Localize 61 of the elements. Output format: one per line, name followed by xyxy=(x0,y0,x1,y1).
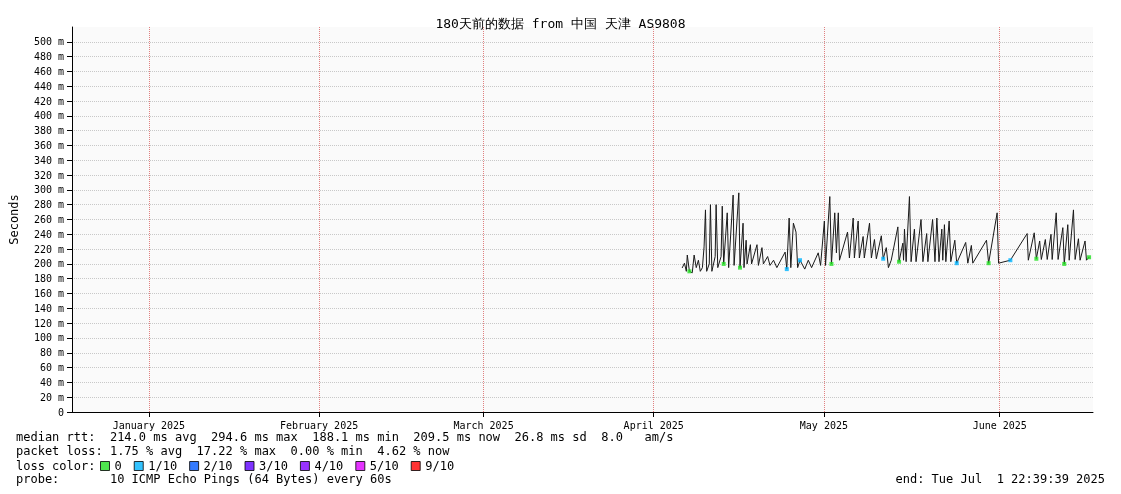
legend-label: 0 xyxy=(114,459,122,473)
legend-label: 3/10 xyxy=(259,459,288,473)
line-series xyxy=(681,192,1090,274)
y-tick-label: 200 m xyxy=(33,258,64,270)
y-tick-label: 60 m xyxy=(39,362,64,374)
chart-title: 180天前的数据 from 中国 天津 AS9808 xyxy=(435,16,686,31)
legend-label: 9/10 xyxy=(425,459,455,473)
y-tick-label: 340 m xyxy=(33,154,64,166)
legend-label: 5/10 xyxy=(369,459,399,473)
point xyxy=(954,261,959,266)
point xyxy=(986,261,991,266)
y-tick-label: 240 m xyxy=(33,228,64,240)
y-tick-label: 260 m xyxy=(33,214,64,225)
y-tick-label: 20 m xyxy=(39,391,64,403)
point xyxy=(687,269,692,274)
x-tick-label: May 2025 xyxy=(799,419,848,431)
text: end: Tue Jul 1 22:39:39 2025 xyxy=(895,472,1105,486)
y-tick-label: 500 m xyxy=(33,36,64,48)
point xyxy=(897,259,902,264)
y-tick-label: 280 m xyxy=(33,199,64,211)
point xyxy=(1008,258,1013,263)
point xyxy=(1034,256,1039,261)
y-tick-label: 460 m xyxy=(33,65,64,77)
x-tick-label: January 2025 xyxy=(112,419,186,431)
y-tick-label: 440 m xyxy=(33,80,64,92)
y-tick-label: 80 m xyxy=(39,347,64,359)
x-tick-label: February 2025 xyxy=(279,419,359,431)
y-tick-label: 420 m xyxy=(33,95,64,107)
legend-label: 1/10 xyxy=(148,459,178,473)
point xyxy=(798,258,803,263)
point xyxy=(1062,261,1067,266)
y-tick-label: 400 m xyxy=(33,110,64,122)
legend-label: 2/10 xyxy=(203,459,233,473)
y-tick-label: 320 m xyxy=(33,169,64,181)
y-tick-label: 140 m xyxy=(33,302,64,314)
y-tick-label: 300 m xyxy=(33,184,64,196)
point xyxy=(1087,255,1092,260)
x-tick-label: June 2025 xyxy=(972,419,1027,431)
x-tick-label: March 2025 xyxy=(453,419,514,431)
y-tick-label: 100 m xyxy=(33,332,64,344)
text: packet loss: 1.75 % avg 17.22 % max 0.00 % min 4.62 % now xyxy=(16,444,451,458)
y-tick-label: 180 m xyxy=(33,273,64,285)
y-tick-label: 380 m xyxy=(33,125,64,137)
y-tick-label: 480 m xyxy=(33,51,64,63)
y-tick-label: 360 m xyxy=(33,139,64,151)
y-tick-label: 120 m xyxy=(33,317,64,329)
y-tick-label: 40 m xyxy=(39,376,64,388)
y-axis-title: Seconds xyxy=(7,194,21,245)
x-tick-label: April 2025 xyxy=(623,419,684,431)
legend-title: loss color: xyxy=(16,458,96,473)
y-tick-label: 220 m xyxy=(33,243,64,255)
point xyxy=(737,265,742,270)
y-tick-label: 0 xyxy=(57,406,64,418)
text: median rtt: 214.0 ms avg 294.6 ms max 188.1 ms min 209.5 ms now 26.8 ms sd 8.0 am/s xyxy=(16,430,674,444)
text: probe: 10 ICMP Echo Pings (64 Bytes) every 60s xyxy=(16,472,392,486)
point xyxy=(881,256,886,261)
point xyxy=(721,261,726,266)
legend-label: 4/10 xyxy=(314,459,344,473)
point xyxy=(829,261,834,266)
point xyxy=(784,267,789,272)
y-tick-label: 160 m xyxy=(33,288,64,300)
